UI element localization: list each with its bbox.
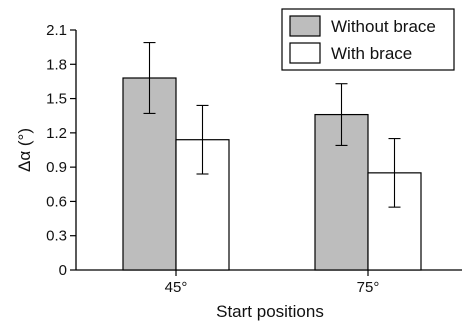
y-tick-label: 1.2 <box>46 125 67 142</box>
y-tick-label: 1.5 <box>46 91 67 108</box>
x-axis-title: Start positions <box>216 302 324 321</box>
y-tick-label: 0.9 <box>46 159 67 176</box>
legend-label-without-brace: Without brace <box>331 17 436 36</box>
y-tick-label: 2.1 <box>46 22 67 39</box>
y-axis-title: Δα (°) <box>15 128 34 172</box>
y-tick-label: 0 <box>59 262 67 279</box>
legend-swatch-without-brace <box>289 15 321 37</box>
x-tick-label: 45° <box>165 279 188 296</box>
plot-area: 0 0.3 0.6 0.9 1.2 1.5 1.8 2.1 45° 75° <box>46 22 462 296</box>
legend-label-with-brace: With brace <box>331 44 412 63</box>
legend-swatch-with-brace <box>289 42 321 64</box>
y-tick-label: 0.3 <box>46 228 67 245</box>
bar <box>122 77 177 271</box>
y-tick-label: 0.6 <box>46 193 67 210</box>
y-tick-label: 1.8 <box>46 56 67 73</box>
x-tick-label: 75° <box>357 279 380 296</box>
legend: Without brace With brace <box>281 8 455 71</box>
